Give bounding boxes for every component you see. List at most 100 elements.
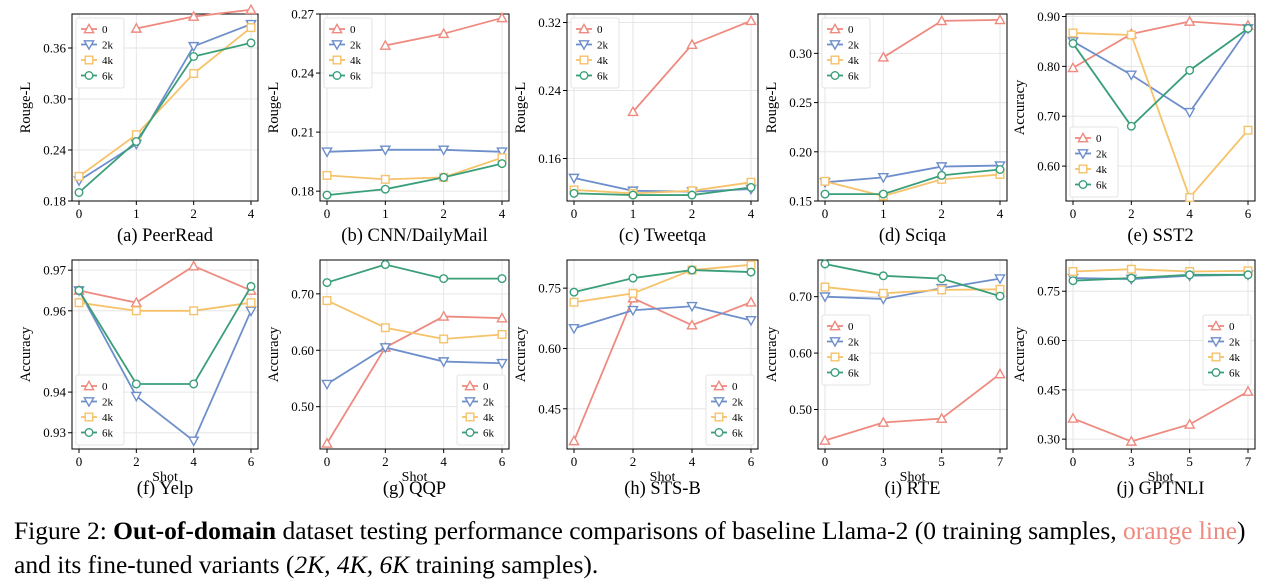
- legend-marker: [578, 40, 590, 51]
- y-tick-label: 0.20: [789, 144, 812, 159]
- legend-label: 2k: [1229, 337, 1241, 349]
- caption-bold: Out-of-domain: [113, 516, 277, 545]
- legend-label: 2k: [102, 40, 114, 52]
- data-point: [437, 27, 450, 39]
- y-tick-label: 0.50: [291, 399, 314, 414]
- legend-label: 4k: [1229, 352, 1241, 364]
- data-point: [627, 305, 639, 317]
- chart-title: (j) GPTNLI: [1117, 479, 1205, 499]
- data-point: [380, 174, 390, 184]
- data-point: [1068, 267, 1078, 277]
- y-tick-label: 0.60: [1037, 333, 1060, 348]
- series-line: [78, 301, 252, 312]
- data-point: [877, 172, 890, 184]
- plot-frame: [566, 13, 759, 202]
- legend-marker: [84, 428, 94, 438]
- legend-marker: [713, 397, 725, 408]
- y-axis-label: Accuracy: [266, 326, 282, 382]
- x-tick-label: 5: [938, 454, 945, 469]
- y-tick-label: 0.21: [291, 125, 314, 140]
- legend-label: 2k: [483, 397, 495, 409]
- data-point: [569, 287, 579, 297]
- x-tick-label: 2: [938, 206, 945, 221]
- data-point: [1185, 193, 1195, 203]
- data-point: [321, 379, 333, 391]
- series-line: [1072, 32, 1249, 200]
- legend-marker: [829, 319, 841, 331]
- series-line: [78, 42, 252, 194]
- data-point: [439, 274, 449, 284]
- caption-part2: ) and its fine-tuned variants (: [14, 516, 1246, 579]
- caption-part1: dataset testing performance comparisons …: [276, 516, 1124, 545]
- legend-marker: [465, 428, 475, 438]
- series-line: [326, 299, 503, 340]
- data-point: [189, 379, 199, 389]
- legend-marker: [830, 368, 840, 378]
- series-line: [326, 162, 503, 196]
- data-point: [74, 298, 84, 308]
- legend-label: 4k: [483, 412, 495, 424]
- data-point: [686, 319, 698, 330]
- data-point: [74, 187, 84, 197]
- chart-panel: 0 3 5 7 0.50 0.60 0.70 Shot Accuracy (i) RTE 0 2k 4k…: [764, 259, 1008, 499]
- data-point: [568, 323, 580, 335]
- data-point: [131, 379, 141, 389]
- data-point: [994, 367, 1006, 379]
- y-axis-label: Accuracy: [1012, 326, 1028, 382]
- data-point: [937, 170, 947, 180]
- x-tick-label: 6: [248, 454, 255, 469]
- chart-panel: 0 1 2 4 0.15 0.20 0.25 0.30 Rouge-L (d) Sciqa 0 2k 4…: [764, 13, 1008, 246]
- x-tick-label: 2: [440, 206, 447, 221]
- series-line: [824, 173, 1001, 198]
- legend: 0 2k 4k 6k: [705, 374, 755, 446]
- data-point: [819, 292, 831, 303]
- legend-marker: [83, 397, 95, 408]
- data-point: [130, 22, 143, 33]
- data-point: [994, 274, 1006, 285]
- x-tick-label: 2: [382, 454, 389, 469]
- chart-panel: 0 3 5 7 0.30 0.45 0.60 0.75 Shot Accuracy (j) GPTN…: [1012, 259, 1256, 499]
- data-point: [380, 323, 390, 333]
- data-point: [1125, 435, 1138, 446]
- series-line: [824, 164, 1001, 184]
- legend: 0 2k 4k 6k: [821, 17, 871, 89]
- x-tick-label: 0: [324, 454, 331, 469]
- data-point: [877, 416, 890, 427]
- y-tick-label: 0.30: [43, 92, 66, 107]
- data-point: [628, 273, 638, 283]
- legend-label: 6k: [732, 428, 744, 440]
- legend-marker: [1077, 149, 1089, 160]
- legend-marker: [83, 22, 95, 34]
- x-tick-label: 4: [248, 206, 255, 221]
- data-point: [1126, 273, 1136, 283]
- legend-box: [1202, 314, 1252, 386]
- data-point: [497, 329, 507, 339]
- plot-frame: [319, 13, 510, 202]
- legend-marker: [829, 337, 841, 348]
- legend-marker: [84, 55, 94, 65]
- data-point: [379, 145, 392, 156]
- data-point: [820, 282, 830, 292]
- data-point: [187, 41, 200, 53]
- legend-box: [75, 374, 125, 446]
- x-tick-label: 0: [1070, 206, 1077, 221]
- data-point: [322, 190, 332, 200]
- y-tick-label: 0.94: [43, 385, 66, 400]
- data-point: [937, 274, 947, 284]
- x-tick-label: 4: [499, 206, 506, 221]
- data-point: [878, 189, 888, 199]
- legend: 0 2k 4k 6k: [75, 17, 125, 89]
- series-line: [326, 148, 503, 153]
- x-tick-label: 2: [190, 206, 197, 221]
- series-line: [573, 269, 752, 294]
- y-tick-label: 0.45: [1037, 382, 1060, 397]
- legend-label: 4k: [102, 412, 114, 424]
- legend-marker: [829, 22, 841, 34]
- y-tick-label: 0.16: [538, 151, 561, 166]
- legend-marker: [830, 70, 840, 80]
- data-point: [746, 267, 756, 277]
- legend-marker: [83, 40, 95, 51]
- series-line: [824, 277, 1001, 300]
- y-tick-label: 0.30: [1037, 432, 1060, 447]
- legend-box: [456, 374, 506, 446]
